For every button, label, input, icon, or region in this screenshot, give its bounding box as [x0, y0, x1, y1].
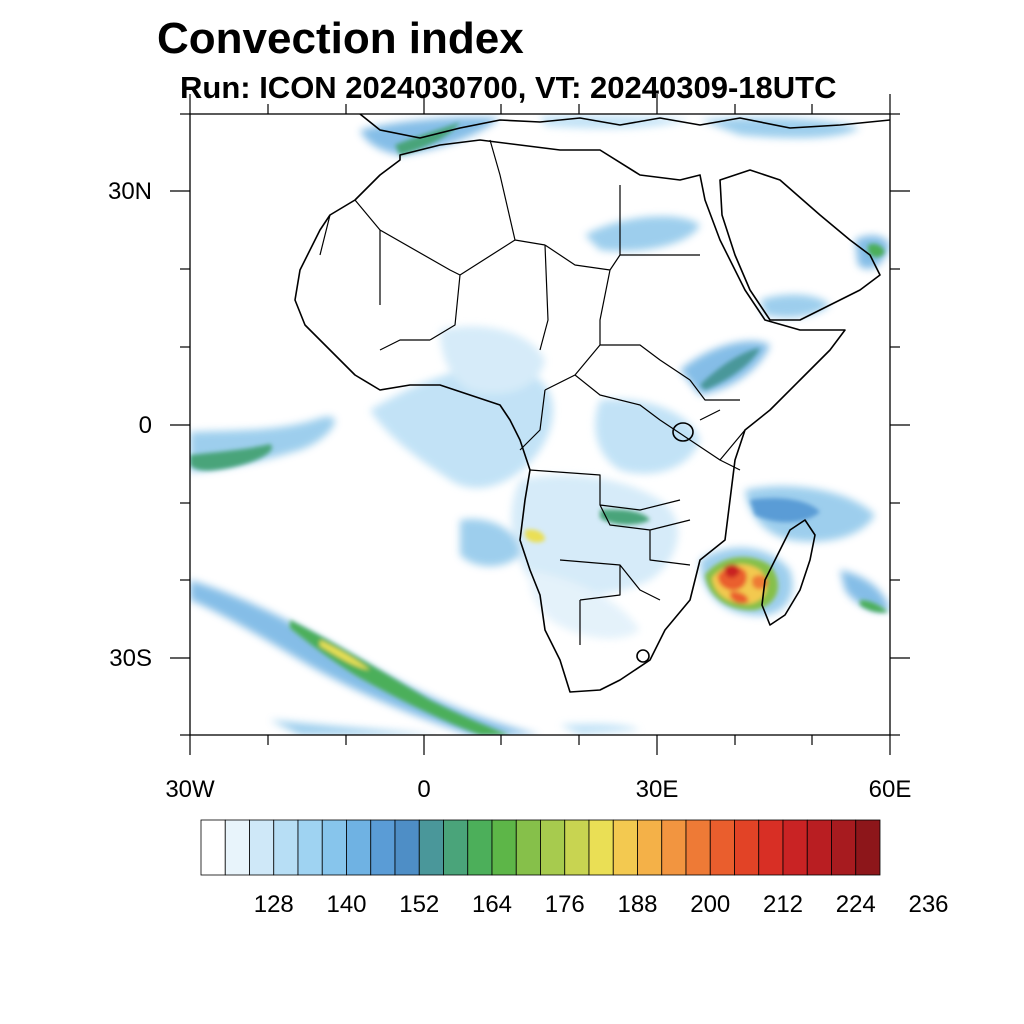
- field-mediterranean-east: [700, 117, 860, 139]
- colorbar-label: 188: [617, 891, 657, 918]
- colorbar-swatch: [540, 819, 566, 876]
- field-southern-africa: [511, 475, 679, 595]
- convection-field-layer: [190, 115, 890, 735]
- colorbar-label: 236: [908, 891, 948, 918]
- field-atlantic-core: [190, 444, 272, 471]
- colorbar-swatch: [685, 819, 711, 876]
- field-cyclone-core: [724, 564, 740, 578]
- colorbar-label: 224: [836, 891, 876, 918]
- field-cyclone-south: [730, 591, 749, 604]
- lat-label-30s: 30S: [109, 645, 152, 672]
- colorbar-label: 200: [690, 891, 730, 918]
- map-title: Convection index: [157, 14, 524, 63]
- lat-label-0: 0: [139, 412, 152, 439]
- colorbar-swatch: [491, 819, 517, 876]
- colorbar-swatch: [782, 819, 808, 876]
- colorbar-swatch: [297, 819, 323, 876]
- colorbar-swatch: [637, 819, 663, 876]
- colorbar-label: 152: [399, 891, 439, 918]
- colorbar-swatch: [588, 819, 614, 876]
- colorbar-swatch: [224, 819, 250, 876]
- field-east-madagascar-core: [860, 600, 888, 613]
- africa-coastline: [294, 139, 846, 693]
- colorbar-swatch: [346, 819, 372, 876]
- colorbar-swatch: [200, 819, 226, 876]
- colorbar-swatch: [443, 819, 469, 876]
- field-gulf-of-guinea: [370, 367, 554, 489]
- colorbar-swatch: [273, 819, 299, 876]
- field-south-tip: [560, 723, 640, 735]
- field-west-africa: [440, 326, 545, 394]
- lon-label-30w: 30W: [165, 776, 215, 803]
- colorbar-swatch: [758, 819, 784, 876]
- colorbar-label: 128: [254, 891, 294, 918]
- lake-victoria: [672, 422, 694, 442]
- lat-label-30n: 30N: [108, 178, 152, 205]
- lon-label-30e: 30E: [636, 776, 679, 803]
- lon-label-0: 0: [417, 776, 430, 803]
- country-borders: [319, 139, 746, 645]
- field-egypt: [585, 216, 700, 252]
- lesotho-border: [636, 649, 650, 663]
- madagascar-coastline: [761, 519, 816, 626]
- field-angola-yellow: [525, 529, 545, 543]
- field-east-congo: [595, 399, 700, 474]
- arabia-coastline: [719, 169, 881, 321]
- tick-marks: [170, 94, 910, 755]
- colorbar-swatch: [515, 819, 541, 876]
- colorbar-swatch: [249, 819, 275, 876]
- colorbar-swatch: [370, 819, 396, 876]
- europe-coastline: [359, 114, 890, 139]
- field-south-atlantic-south: [270, 720, 440, 735]
- field-cyclone-inner: [717, 566, 747, 591]
- field-front-core: [290, 620, 510, 735]
- field-front-yellow: [320, 640, 370, 670]
- lon-label-60e: 60E: [869, 776, 912, 803]
- colorbar-label: 176: [545, 891, 585, 918]
- field-angola-coast: [460, 519, 520, 567]
- colorbar-swatch: [661, 819, 687, 876]
- colorbar-label: 140: [326, 891, 366, 918]
- colorbar-swatch: [467, 819, 493, 876]
- colorbar-swatch: [394, 819, 420, 876]
- colorbar-label: 212: [763, 891, 803, 918]
- colorbar-swatch: [418, 819, 444, 876]
- field-madagascar-north-core: [750, 498, 820, 523]
- colorbar-swatch: [321, 819, 347, 876]
- field-ethiopia-core: [700, 348, 760, 390]
- colorbar-swatch: [855, 819, 881, 876]
- field-south-atlantic-front: [190, 580, 540, 735]
- colorbar-swatch: [734, 819, 760, 876]
- colorbar-swatch: [612, 819, 638, 876]
- colorbar: 128 140 152 164 176 188 200 212 224 236: [200, 819, 949, 918]
- field-gulf-core: [868, 243, 885, 258]
- field-botswana: [529, 570, 640, 639]
- field-arabia-south: [760, 294, 830, 318]
- colorbar-swatch: [831, 819, 857, 876]
- coastline-layer: [294, 114, 890, 693]
- colorbar-swatch: [709, 819, 735, 876]
- field-east-madagascar: [840, 570, 890, 612]
- colorbar-swatch: [806, 819, 832, 876]
- field-zambia-core: [600, 509, 650, 525]
- map-subtitle: Run: ICON 2024030700, VT: 20240309-18UTC: [180, 70, 837, 105]
- field-med-core: [395, 122, 460, 155]
- colorbar-swatch: [564, 819, 590, 876]
- colorbar-label: 164: [472, 891, 512, 918]
